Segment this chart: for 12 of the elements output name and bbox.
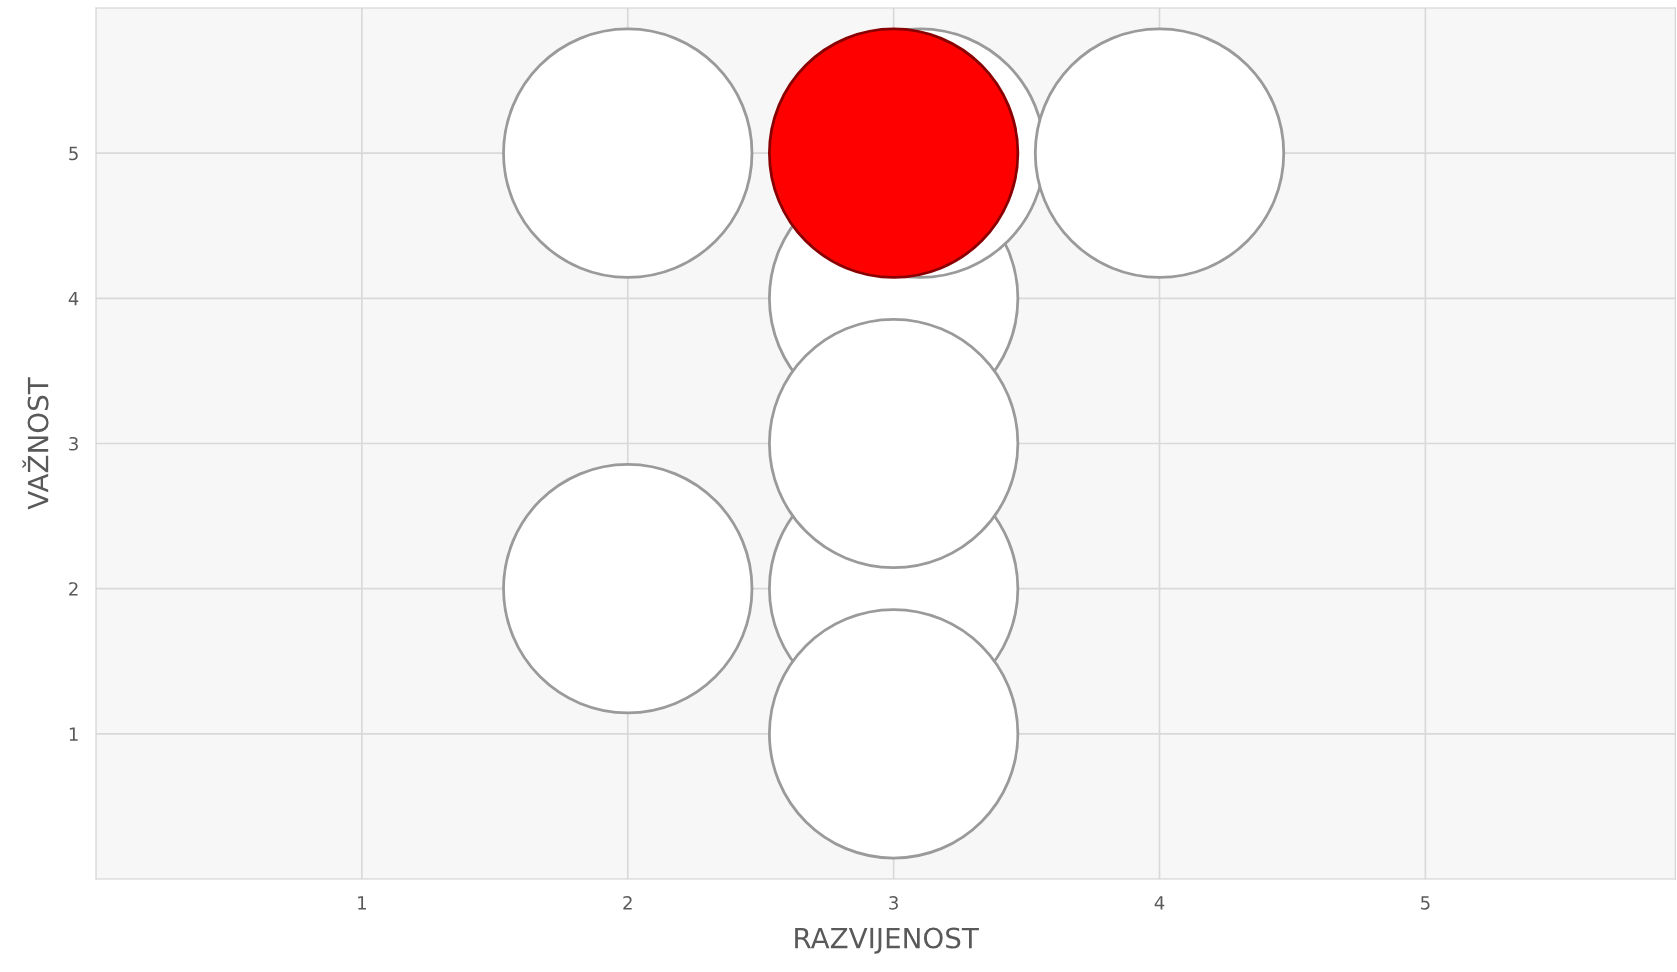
x-axis-title: RAZVIJENOST [795,927,979,954]
y-axis-title: VAŽNOST [22,377,49,510]
x-tick-label: 5 [1421,896,1430,910]
x-tick-label: 2 [623,895,632,910]
x-tick-label: 4 [1154,896,1165,910]
y-tick-label: 2 [69,582,78,596]
y-tick-label: 5 [69,146,78,161]
y-tick-label: 4 [68,292,79,306]
x-tick-label: 1 [358,896,366,910]
y-tick-label: 3 [69,436,78,451]
y-tick-label: 1 [69,727,78,741]
x-tick-label: 3 [889,895,898,910]
